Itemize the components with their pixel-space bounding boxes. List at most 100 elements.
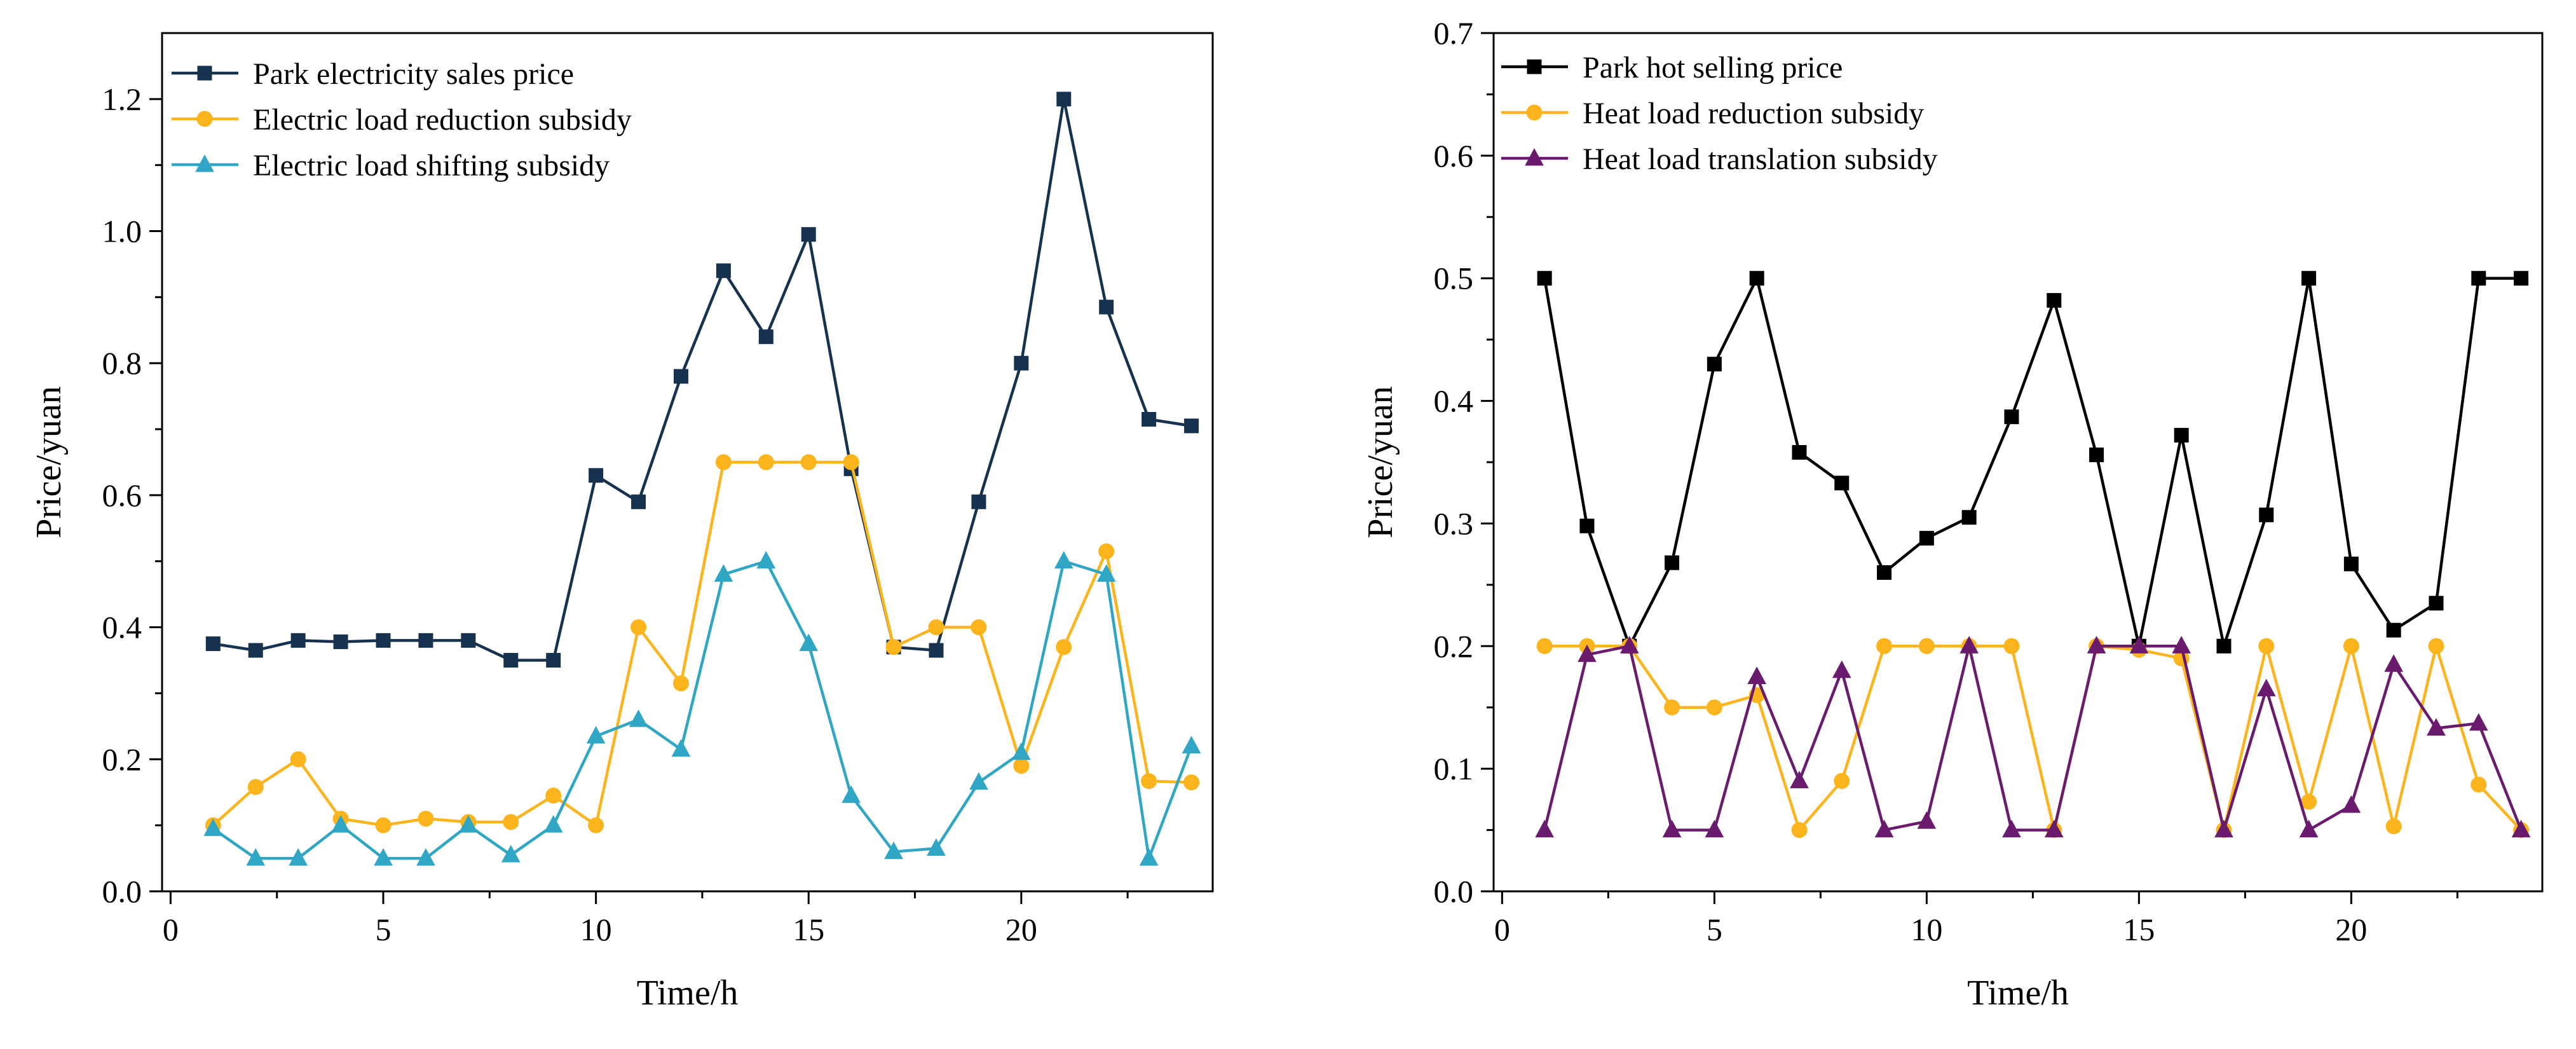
- data-point: [1917, 811, 1937, 829]
- data-point: [1014, 355, 1029, 371]
- y-tick-label: 0.0: [102, 874, 142, 909]
- data-point: [205, 636, 221, 652]
- data-point: [2216, 638, 2232, 654]
- legend-label: Park electricity sales price: [253, 57, 574, 91]
- y-tick-label: 1.0: [102, 214, 142, 249]
- data-point: [203, 818, 223, 836]
- legend-label: Park hot selling price: [1583, 51, 1843, 85]
- x-tick-label: 0: [1494, 912, 1510, 947]
- data-point: [588, 817, 604, 833]
- data-point: [1919, 531, 1934, 546]
- data-point: [1096, 564, 1116, 582]
- data-point: [1792, 445, 1807, 460]
- data-point: [756, 551, 776, 569]
- data-point: [1664, 699, 1680, 716]
- data-point: [1535, 819, 1554, 838]
- y-tick-label: 0.2: [102, 741, 142, 777]
- data-point: [1184, 418, 1199, 434]
- data-point: [1791, 822, 1808, 839]
- series-line: [212, 559, 1193, 860]
- data-point: [2341, 795, 2361, 813]
- data-point: [1013, 758, 1030, 774]
- data-point: [2172, 636, 2191, 654]
- x-tick-label: 5: [1707, 912, 1722, 947]
- data-point: [1056, 92, 1072, 107]
- x-tick-label: 5: [376, 912, 392, 947]
- data-point: [672, 675, 689, 692]
- data-point: [2511, 819, 2531, 838]
- data-point: [2299, 819, 2319, 838]
- data-point: [1099, 299, 1114, 315]
- data-point: [2427, 718, 2446, 736]
- data-point: [331, 815, 350, 833]
- data-point: [758, 329, 773, 345]
- data-point: [1876, 638, 1893, 654]
- series-line: [1544, 645, 2523, 832]
- data-point: [2129, 636, 2149, 654]
- data-point: [2384, 654, 2404, 672]
- legend-label: Electric load shifting subsidy: [253, 149, 610, 182]
- data-point: [800, 454, 817, 470]
- data-point: [1707, 357, 1722, 372]
- data-point: [1705, 819, 1724, 838]
- y-tick-label: 0.4: [102, 610, 142, 645]
- data-point: [289, 848, 308, 866]
- data-point: [2256, 678, 2276, 697]
- data-point: [2089, 447, 2104, 462]
- data-point: [459, 815, 478, 833]
- data-point: [1834, 772, 1850, 789]
- data-point: [2258, 638, 2275, 654]
- data-point: [2259, 507, 2274, 523]
- data-point: [589, 468, 604, 483]
- data-point: [2469, 713, 2488, 731]
- data-point: [503, 814, 519, 830]
- x-tick-label: 10: [580, 912, 612, 947]
- data-point: [1139, 848, 1159, 866]
- series-line: [1543, 277, 2521, 648]
- data-point: [2174, 428, 2189, 443]
- data-point: [1183, 774, 1200, 791]
- data-point: [1012, 742, 1031, 760]
- data-point: [2386, 622, 2401, 638]
- data-point: [716, 263, 731, 278]
- data-point: [1537, 271, 1552, 286]
- data-point: [2385, 818, 2402, 835]
- data-point: [546, 653, 561, 668]
- data-point: [2087, 636, 2106, 654]
- legend-label: Electric load reduction subsidy: [253, 103, 632, 137]
- data-point: [714, 564, 733, 582]
- data-point: [2301, 271, 2317, 286]
- x-tick-label: 0: [163, 912, 179, 947]
- data-point: [1054, 551, 1073, 569]
- y-tick-label: 0.5: [1434, 261, 1474, 296]
- data-point: [248, 643, 263, 658]
- data-point: [671, 739, 691, 757]
- series-line: [1543, 645, 2523, 832]
- data-point: [2343, 638, 2359, 654]
- data-point: [2301, 793, 2317, 810]
- data-point: [543, 815, 563, 833]
- data-point: [1662, 819, 1682, 838]
- data-point: [2004, 409, 2019, 425]
- series-2: [205, 454, 1200, 833]
- data-point: [586, 725, 606, 744]
- data-point: [2471, 271, 2486, 286]
- y-tick-label: 0.4: [1434, 383, 1474, 419]
- data-point: [884, 841, 903, 860]
- data-point: [418, 811, 434, 827]
- data-point: [2343, 556, 2359, 572]
- data-point: [885, 639, 902, 655]
- data-point: [928, 619, 944, 636]
- data-point: [1749, 271, 1764, 286]
- data-point: [2047, 292, 2062, 308]
- data-point: [374, 848, 393, 866]
- data-point: [758, 454, 774, 470]
- data-point: [1098, 543, 1115, 559]
- data-point: [247, 779, 264, 795]
- legend-marker: [1526, 104, 1543, 121]
- legend: Park electricity sales price Electric loa…: [172, 57, 632, 182]
- x-tick-label: 10: [1911, 912, 1942, 947]
- data-point: [1579, 518, 1595, 533]
- series-3: [203, 551, 1201, 866]
